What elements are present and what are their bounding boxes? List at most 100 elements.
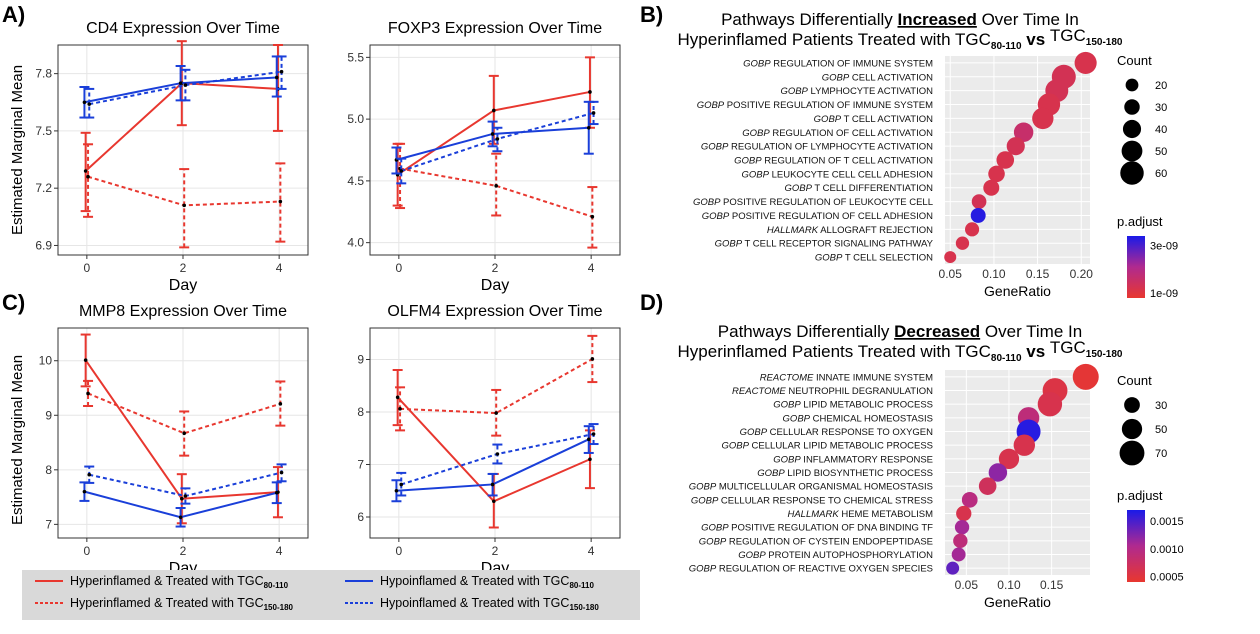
pathway-dot — [1074, 51, 1097, 74]
pathway-prefix: GOBP — [699, 536, 727, 547]
pathway-label: GOBP CELL ACTIVATION — [822, 72, 933, 83]
pathway-dot — [953, 533, 968, 549]
shared-legend: Hyperinflamed & Treated with TGC80-110 Hy… — [22, 570, 640, 620]
x-tick-label: 0.10 — [982, 267, 1006, 281]
pathway-prefix: GOBP — [740, 427, 768, 438]
x-tick-label: 0.15 — [1040, 578, 1064, 592]
pathway-name: NEUTROPHIL DEGRANULATION — [786, 386, 933, 397]
panel-label-b: B) — [640, 2, 663, 27]
pathway-prefix: GOBP — [702, 211, 730, 222]
data-point — [87, 472, 92, 477]
legend-subscript: 80-110 — [569, 581, 594, 590]
legend-label: Hypoinflamed & Treated with TGC150-180 — [380, 596, 599, 612]
chart-title-line2: Hyperinflamed Patients Treated with TGC8… — [678, 338, 1123, 364]
x-tick-label: 2 — [492, 544, 499, 558]
pathway-dot — [1006, 137, 1025, 156]
y-tick-label: 5.0 — [347, 112, 364, 126]
x-tick-label: 4 — [588, 261, 595, 275]
legend-label: Hyperinflamed & Treated with TGC80-110 — [70, 574, 289, 590]
color-legend-tick: 1e-09 — [1150, 288, 1178, 300]
data-point — [278, 402, 283, 406]
data-point — [490, 482, 495, 487]
data-point — [86, 391, 90, 396]
pathway-prefix: REACTOME — [760, 372, 814, 383]
panel-label-a: A) — [2, 2, 25, 27]
data-point — [590, 214, 595, 219]
pathway-dot — [998, 448, 1020, 469]
chart-title-line1: Pathways Differentially Decreased Over T… — [718, 322, 1082, 341]
title-part: Decreased — [894, 322, 980, 341]
pathway-prefix: GOBP — [715, 239, 743, 250]
x-axis-label: GeneRatio — [984, 283, 1051, 299]
size-legend-title: Count — [1117, 53, 1152, 68]
pathway-prefix: GOBP — [814, 114, 842, 125]
pathway-dot — [1037, 391, 1063, 417]
pathway-dot — [956, 505, 972, 522]
pathway-dot — [996, 151, 1015, 169]
color-legend-tick: 0.0010 — [1150, 544, 1184, 556]
size-legend-dot — [1119, 440, 1145, 466]
data-point — [278, 199, 283, 204]
data-point — [274, 75, 279, 80]
pathway-label: GOBP REGULATION OF T CELL ACTIVATION — [734, 156, 933, 167]
pathway-label: GOBP CELLULAR LIPID METABOLIC PROCESS — [721, 441, 933, 452]
x-axis-label: Day — [169, 277, 197, 294]
data-point — [183, 83, 188, 87]
data-point — [83, 358, 88, 362]
x-tick-label: 0.10 — [997, 578, 1021, 592]
data-point — [394, 488, 399, 493]
data-point — [588, 90, 592, 94]
size-legend-label: 40 — [1155, 124, 1167, 136]
increased-pathways-chart: Pathways Differentially Increased Over T… — [678, 10, 1179, 300]
color-bar — [1127, 510, 1145, 582]
title-part: 150-180 — [1086, 37, 1123, 48]
legend-subscript: 150-180 — [264, 603, 294, 612]
size-legend-label: 20 — [1155, 80, 1167, 92]
pathway-dot — [971, 194, 987, 209]
x-tick-label: 2 — [180, 261, 187, 275]
title-part: TGC — [1050, 26, 1086, 45]
pathway-dot — [1072, 363, 1099, 390]
pathway-name: LYMPHOCYTE ACTIVATION — [808, 86, 933, 97]
data-point — [87, 102, 92, 106]
pathway-name: INNATE IMMUNE SYSTEM — [813, 372, 933, 383]
x-tick-label: 0.20 — [1070, 267, 1094, 281]
pathway-label: GOBP T CELL RECEPTOR SIGNALING PATHWAY — [715, 239, 934, 250]
y-tick-label: 7.8 — [35, 67, 52, 81]
pathway-name: REGULATION OF T CELL ACTIVATION — [762, 156, 934, 167]
color-legend-tick: 0.0005 — [1150, 571, 1184, 583]
pathway-dot — [988, 165, 1005, 183]
pathway-prefix: GOBP — [815, 253, 843, 264]
pathway-name: CELL ACTIVATION — [849, 72, 933, 83]
x-tick-label: 0.05 — [939, 267, 963, 281]
foxp3-chart: 4.0 4.5 5.0 5.5 0 2 4 FOXP3 Expression Over Tim… — [347, 20, 621, 294]
y-tick-label: 7.5 — [35, 124, 52, 138]
data-point — [182, 431, 186, 436]
series-line — [87, 392, 281, 435]
pathway-prefix: GOBP — [697, 100, 725, 111]
pathway-dot — [1032, 107, 1054, 130]
pathway-prefix: GOBP — [742, 169, 770, 180]
size-legend-label: 50 — [1155, 424, 1167, 436]
panel-label-c: C) — [2, 290, 25, 315]
y-tick-label: 8 — [45, 463, 52, 477]
pathway-label: GOBP POSITIVE REGULATION OF CELL ADHESIO… — [702, 211, 933, 222]
size-legend-dot — [1122, 119, 1142, 139]
data-point — [399, 169, 404, 173]
pathway-label: GOBP POSITIVE REGULATION OF LEUKOCYTE CE… — [693, 197, 933, 208]
data-point — [178, 515, 183, 520]
data-point — [492, 499, 496, 504]
data-point — [494, 411, 499, 415]
y-tick-label: 9 — [357, 353, 364, 367]
pathway-prefix: HALLMARK — [787, 509, 839, 520]
y-tick-label: 8 — [357, 405, 364, 419]
data-point — [178, 81, 183, 85]
title-part: 80-110 — [991, 353, 1022, 364]
pathway-name: REGULATION OF CYSTEIN ENDOPEPTIDASE — [726, 536, 933, 547]
y-axis-label-bottom: Estimated Marginal Mean — [9, 355, 26, 525]
pathway-prefix: GOBP — [822, 72, 850, 83]
data-point — [82, 100, 87, 105]
pathway-prefix: GOBP — [734, 156, 762, 167]
